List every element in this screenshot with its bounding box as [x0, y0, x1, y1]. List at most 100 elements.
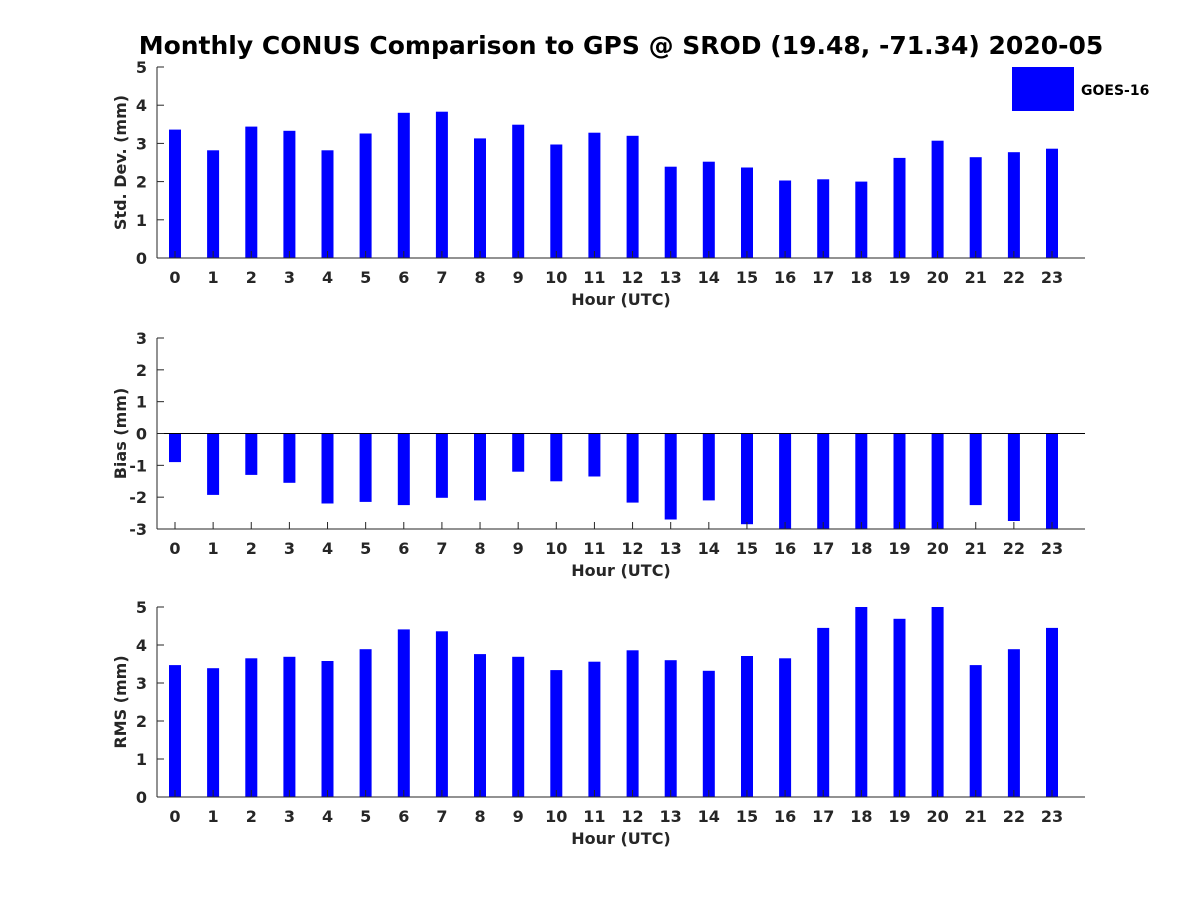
bias-bar-11: [588, 433, 601, 477]
rms-xtick-label: 17: [812, 807, 834, 826]
rms-xlabel: Hour (UTC): [571, 829, 671, 848]
rms-xtick-label: 4: [322, 807, 333, 826]
std-dev-xtick-label: 6: [398, 268, 409, 287]
rms-bar-20: [931, 607, 944, 797]
rms-xtick-label: 9: [513, 807, 524, 826]
bias-bar-6: [397, 433, 410, 506]
std-dev-xtick-label: 18: [850, 268, 872, 287]
rms-xtick-label: 0: [169, 807, 180, 826]
std-dev-bar-13: [664, 166, 677, 258]
bias-xtick-label: 12: [621, 539, 643, 558]
bias-bar-4: [321, 433, 334, 504]
rms-xtick-label: 18: [850, 807, 872, 826]
std-dev-bar-3: [283, 130, 296, 258]
std-dev-bar-14: [702, 161, 715, 258]
bias-xtick-label: 1: [208, 539, 219, 558]
rms-xtick-label: 16: [774, 807, 796, 826]
std-dev-bar-23: [1046, 148, 1058, 258]
bias-xtick-label: 11: [583, 539, 605, 558]
bias-xtick-label: 14: [698, 539, 720, 558]
rms-bar-21: [969, 665, 982, 797]
rms-xtick-label: 12: [621, 807, 643, 826]
std-dev-xtick-label: 1: [208, 268, 219, 287]
bias-bar-2: [245, 433, 258, 475]
bias-bar-22: [1007, 433, 1020, 521]
std-dev-ytick-label: 0: [136, 249, 147, 268]
bias-bar-8: [474, 433, 486, 501]
rms-xtick-label: 20: [926, 807, 948, 826]
bias-ytick-label: -3: [129, 520, 147, 539]
std-dev-bar-18: [855, 181, 868, 258]
bias-bar-18: [855, 433, 868, 529]
bias-xtick-label: 16: [774, 539, 796, 558]
std-dev-ytick-label: 3: [136, 134, 147, 153]
rms-bar-15: [741, 656, 753, 797]
std-dev-bar-19: [893, 157, 906, 258]
chart-title: Monthly CONUS Comparison to GPS @ SROD (…: [139, 31, 1104, 60]
rms-xtick-label: 11: [583, 807, 605, 826]
std-dev-bar-7: [435, 111, 448, 258]
rms-bar-16: [779, 658, 792, 797]
rms-bar-0: [169, 665, 181, 797]
rms-xtick-label: 10: [545, 807, 567, 826]
rms-bar-19: [893, 618, 906, 797]
bias-bar-10: [550, 433, 563, 482]
std-dev-bar-15: [741, 167, 753, 258]
std-dev-xtick-label: 17: [812, 268, 834, 287]
rms-bar-17: [817, 627, 830, 797]
rms-bar-18: [855, 607, 868, 797]
bias-xtick-label: 4: [322, 539, 333, 558]
bias-bar-12: [626, 433, 639, 503]
bias-xtick-label: 19: [888, 539, 910, 558]
std-dev-xtick-label: 15: [736, 268, 758, 287]
bias-bar-16: [779, 433, 792, 529]
bias-xtick-label: 23: [1041, 539, 1063, 558]
rms-bar-12: [626, 650, 639, 797]
legend-label: GOES-16: [1081, 83, 1149, 99]
rms-xtick-label: 2: [246, 807, 257, 826]
bias-bar-17: [817, 433, 830, 529]
std-dev-xtick-label: 4: [322, 268, 333, 287]
legend: GOES-16: [1012, 67, 1149, 111]
rms-bar-4: [321, 661, 334, 797]
rms-xtick-label: 13: [660, 807, 682, 826]
bias-xtick-label: 21: [965, 539, 987, 558]
bias-bar-1: [207, 433, 220, 495]
bias-bar-0: [169, 433, 181, 463]
bias-xtick-label: 8: [474, 539, 485, 558]
rms-xtick-label: 8: [474, 807, 485, 826]
rms-bar-7: [435, 631, 448, 797]
rms-ytick-label: 1: [136, 750, 147, 769]
std-dev-xtick-label: 10: [545, 268, 567, 287]
rms-xtick-label: 3: [284, 807, 295, 826]
bias-xtick-label: 3: [284, 539, 295, 558]
std-dev-ytick-label: 5: [136, 58, 147, 77]
bias-bar-7: [435, 433, 448, 498]
bias-xtick-label: 9: [513, 539, 524, 558]
rms-bar-14: [702, 670, 715, 797]
rms-xtick-label: 14: [698, 807, 720, 826]
rms-ytick-label: 0: [136, 788, 147, 807]
rms-xtick-label: 19: [888, 807, 910, 826]
std-dev-xtick-label: 9: [513, 268, 524, 287]
rms-xtick-label: 7: [436, 807, 447, 826]
bias-xtick-label: 13: [660, 539, 682, 558]
bias-xtick-label: 18: [850, 539, 872, 558]
bias-ytick-label: 2: [136, 361, 147, 380]
std-dev-bar-22: [1007, 152, 1020, 258]
bias-bar-15: [741, 433, 753, 525]
bias-xtick-label: 10: [545, 539, 567, 558]
bias-bar-21: [969, 433, 982, 506]
bias-ytick-label: -1: [129, 456, 147, 475]
std-dev-xtick-label: 7: [436, 268, 447, 287]
std-dev-xtick-label: 20: [926, 268, 948, 287]
std-dev-xtick-label: 12: [621, 268, 643, 287]
rms-bar-2: [245, 658, 258, 797]
std-dev-bar-4: [321, 150, 334, 258]
std-dev-bar-8: [474, 138, 486, 258]
bias-bar-9: [512, 433, 525, 472]
std-dev-bar-10: [550, 144, 563, 258]
